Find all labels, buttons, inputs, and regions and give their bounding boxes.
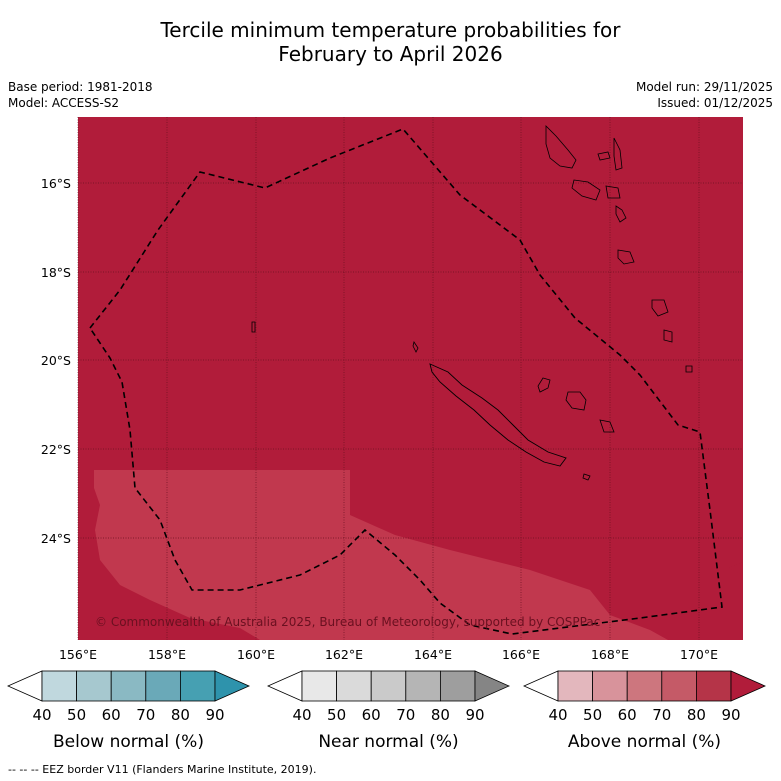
legend-tick-label: 50 (67, 706, 86, 724)
ambrym-island (605, 185, 621, 199)
legend-tick-label: 80 (687, 706, 706, 724)
legend-tick-label: 90 (205, 706, 224, 724)
legend-segment (439, 670, 476, 702)
legend-segment (179, 670, 216, 702)
isle-of-pines (582, 473, 591, 481)
legend-tick-label: 60 (102, 706, 121, 724)
legend-segment (336, 670, 372, 702)
lon-label: 166°E (502, 647, 540, 662)
meta-left: Base period: 1981-2018 Model: ACCESS-S2 (8, 79, 153, 111)
lon-label: 162°E (325, 647, 363, 662)
lifou-island (565, 391, 587, 411)
tanna-island (663, 329, 673, 343)
legend-tick-label: 80 (171, 706, 190, 724)
graticule (77, 117, 743, 640)
meta-right: Model run: 29/11/2025 Issued: 01/12/2025 (636, 79, 773, 111)
lat-label: 16°S (41, 176, 71, 191)
lat-label: 22°S (41, 442, 71, 457)
legend-tick-label: 90 (721, 706, 740, 724)
legend-segment (301, 670, 337, 702)
aneityum-island (685, 365, 693, 373)
copyright-notice: © Commonwealth of Australia 2025, Bureau… (95, 615, 600, 629)
eez-footnote: -- -- -- EEZ border V11 (Flanders Marine… (8, 763, 317, 776)
legend-label: Near normal (%) (318, 732, 458, 752)
legend-arrow-high (214, 670, 250, 702)
efate-island (617, 249, 635, 265)
issued-date: Issued: 01/12/2025 (657, 96, 773, 110)
lat-label: 20°S (41, 353, 71, 368)
legend-tick-label: 70 (396, 706, 415, 724)
legend-tick-label: 40 (292, 706, 311, 724)
base-period: Base period: 1981-2018 (8, 80, 153, 94)
legend-segment (370, 670, 407, 702)
legend-segment (626, 670, 663, 702)
new-caledonia-coast (429, 363, 567, 467)
lon-label: 160°E (237, 647, 275, 662)
chesterfield-reef (251, 321, 256, 333)
mare-island (599, 419, 615, 433)
lat-label: 24°S (41, 531, 71, 546)
legend-segment (661, 670, 697, 702)
lon-label: 156°E (59, 647, 97, 662)
legend-arrow-low (523, 670, 559, 702)
malekula-island (571, 179, 601, 201)
legend-arrow-low (7, 670, 43, 702)
map-title: Tercile minimum temperature probabilitie… (0, 18, 781, 66)
lon-label: 168°E (591, 647, 629, 662)
legend-tick-label: 50 (583, 706, 602, 724)
legend-segment (592, 670, 628, 702)
legend-tick-label: 70 (652, 706, 671, 724)
espiritu-santo (545, 125, 577, 169)
pentecost-island (613, 137, 623, 171)
probability-region-edge (728, 562, 743, 575)
legend-tick-label: 70 (136, 706, 155, 724)
legend-tick-label: 50 (327, 706, 346, 724)
legend-segment (557, 670, 593, 702)
belep-islands (412, 341, 419, 353)
model-name: Model: ACCESS-S2 (8, 96, 120, 110)
legend-segment (145, 670, 181, 702)
legend-tick-label: 40 (548, 706, 567, 724)
model-run: Model run: 29/11/2025 (635, 80, 773, 94)
legend-tick-label: 40 (32, 706, 51, 724)
legend-segment (110, 670, 147, 702)
legend-arrow-high (474, 670, 510, 702)
lat-label: 18°S (41, 265, 71, 280)
probability-region-70-80 (94, 470, 668, 640)
legend-tick-label: 80 (431, 706, 450, 724)
malo-island (597, 151, 611, 161)
lon-label: 164°E (414, 647, 452, 662)
legend-segment (405, 670, 441, 702)
legend-segment (696, 670, 732, 702)
legend-label: Below normal (%) (53, 732, 204, 752)
legend-tick-label: 60 (362, 706, 381, 724)
ouvea-island (537, 377, 551, 393)
legend-tick-label: 90 (465, 706, 484, 724)
lon-label: 158°E (148, 647, 186, 662)
legend-label: Above normal (%) (568, 732, 721, 752)
erromango-island (651, 299, 669, 317)
legend-arrow-low (267, 670, 303, 702)
title-line-2: February to April 2026 (278, 42, 503, 66)
lon-label: 170°E (680, 647, 718, 662)
legend-segment (76, 670, 112, 702)
legend-arrow-high (730, 670, 766, 702)
legend-segment (41, 670, 77, 702)
forecast-map: © Commonwealth of Australia 2025, Bureau… (7, 117, 766, 752)
legend-tick-label: 60 (618, 706, 637, 724)
title-line-1: Tercile minimum temperature probabilitie… (160, 18, 621, 42)
legend-colorbar: 40 50 60 70 80 90 Near normal (%) (267, 670, 510, 752)
eez-border (89, 128, 723, 635)
epi-shepherd-islands (615, 205, 627, 223)
